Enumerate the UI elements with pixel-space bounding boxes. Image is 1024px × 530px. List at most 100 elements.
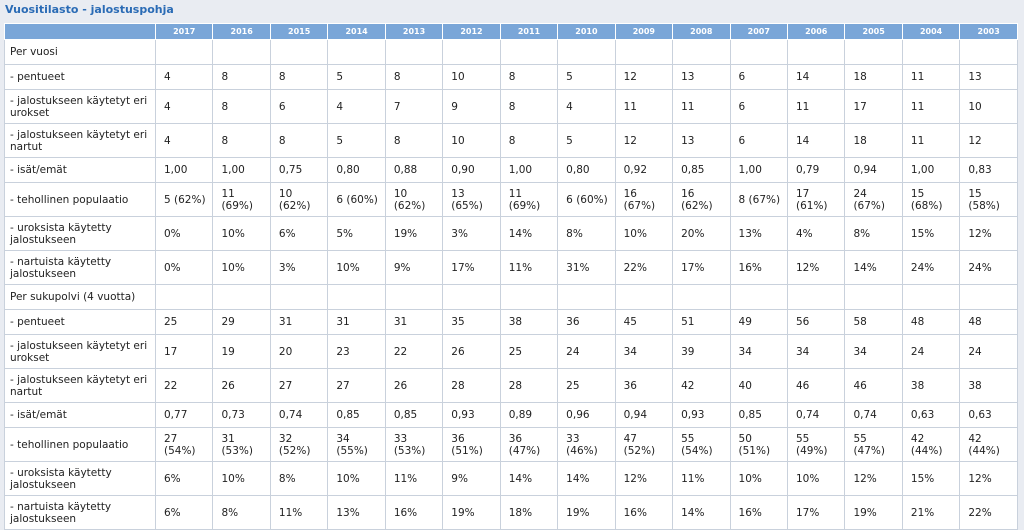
table-cell: 31 [384,309,444,335]
year-header-2013[interactable]: 2013 [384,23,444,40]
table-row: - tehollinen populaatio 27 (54%) 31 (53%) 3… [4,427,1018,462]
table-cell: 19% [442,495,501,530]
table-cell: 34 [786,334,846,369]
table-cell: 26 [212,368,271,403]
table-cell: 12 [614,64,674,90]
table-cell: 17 [154,334,214,369]
table-cell: 24 [901,334,961,369]
table-cell: 10 [959,89,1018,124]
table-cell: 11 [901,89,961,124]
table-cell: 5 [557,123,616,158]
table-cell [959,284,1018,310]
table-cell [499,39,559,65]
table-cell: 10 (62%) [384,182,444,217]
table-cell: 12% [786,250,846,285]
table-cell: 16 (67%) [614,182,674,217]
year-header-2005[interactable]: 2005 [844,23,903,40]
table-cell [212,39,271,65]
table-cell: 1,00 [901,157,961,183]
year-header-2010[interactable]: 2010 [557,23,616,40]
table-cell [844,284,903,310]
table-cell: 17 [844,89,903,124]
section-label: Per vuosi [4,39,156,65]
table-cell [557,39,616,65]
table-cell [557,284,616,310]
table-cell: 12% [959,216,1018,251]
table-cell [729,39,788,65]
year-header-2004[interactable]: 2004 [901,23,961,40]
year-header-2015[interactable]: 2015 [269,23,329,40]
table-cell: 0,74 [269,402,329,428]
table-cell: 6% [154,495,214,530]
table-cell [154,39,214,65]
table-cell: 22% [959,495,1018,530]
table-cell: 14% [499,461,559,496]
table-cell: 10 [442,64,501,90]
section-row: Per sukupolvi (4 vuotta) [4,284,1018,310]
table-cell: 7 [384,89,444,124]
table-cell: 8 [212,64,271,90]
table-cell: 38 [499,309,559,335]
table-cell: 16% [729,495,788,530]
table-cell: 5% [327,216,386,251]
table-cell: 0,73 [212,402,271,428]
table-cell: 36 (51%) [442,427,501,462]
table-cell: 12% [844,461,903,496]
table-cell: 42 [672,368,731,403]
table-cell: 24% [901,250,961,285]
year-header-2017[interactable]: 2017 [154,23,214,40]
table-cell: 23 [327,334,386,369]
table-cell: 36 [557,309,616,335]
table-cell [384,284,444,310]
table-cell: 0,85 [672,157,731,183]
table-cell [901,39,961,65]
table-row: - nartuista käytetty jalostukseen 6% 8% 11%… [4,495,1018,530]
table-cell: 46 [844,368,903,403]
table-cell: 51 [672,309,731,335]
table-cell [901,284,961,310]
table-cell: 3% [269,250,329,285]
year-header-2011[interactable]: 2011 [499,23,559,40]
table-cell: 24 (67%) [844,182,903,217]
table-row: - nartuista käytetty jalostukseen 0% 10% 3%… [4,250,1018,285]
table-row: - pentueet 25 29 31 31 31 35 38 36 45 51 49 56 58 48 48 [4,309,1018,335]
table-cell: 22% [614,250,674,285]
table-row: - tehollinen populaatio 5 (62%) 11 (69%) 10… [4,182,1018,217]
table-cell: 38 [901,368,961,403]
row-label: - isät/emät [4,157,156,183]
table-cell: 19% [384,216,444,251]
table-cell: 4 [154,123,214,158]
table-cell: 6 [269,89,329,124]
table-cell: 10% [212,250,271,285]
row-label: - jalostukseen käytetyt eri urokset [4,334,156,369]
table-cell: 8% [557,216,616,251]
table-cell: 12% [614,461,674,496]
table-cell: 55 (49%) [786,427,846,462]
table-cell: 0,85 [729,402,788,428]
table-cell: 18 [844,64,903,90]
year-header-2006[interactable]: 2006 [786,23,846,40]
row-label: - jalostukseen käytetyt eri nartut [4,123,156,158]
table-cell: 5 [327,123,386,158]
table-cell [212,284,271,310]
year-header-2014[interactable]: 2014 [327,23,386,40]
table-cell: 31 [269,309,329,335]
year-header-2007[interactable]: 2007 [729,23,788,40]
table-cell [442,284,501,310]
table-cell: 5 [557,64,616,90]
table-cell: 0,89 [499,402,559,428]
year-header-2012[interactable]: 2012 [442,23,501,40]
year-header-2016[interactable]: 2016 [212,23,271,40]
year-header-2009[interactable]: 2009 [614,23,674,40]
year-header-2003[interactable]: 2003 [959,23,1018,40]
table-cell: 15% [901,461,961,496]
table-cell: 11% [269,495,329,530]
table-cell: 8 [499,89,559,124]
table-cell: 8 [499,64,559,90]
row-label: - pentueet [4,64,156,90]
year-header-2008[interactable]: 2008 [672,23,731,40]
statistics-table: 2017 2016 2015 2014 2013 2012 2011 2010 2009 2008… [4,23,1018,530]
table-cell: 11 (69%) [212,182,271,217]
table-cell: 19% [844,495,903,530]
table-cell: 47 (52%) [614,427,674,462]
